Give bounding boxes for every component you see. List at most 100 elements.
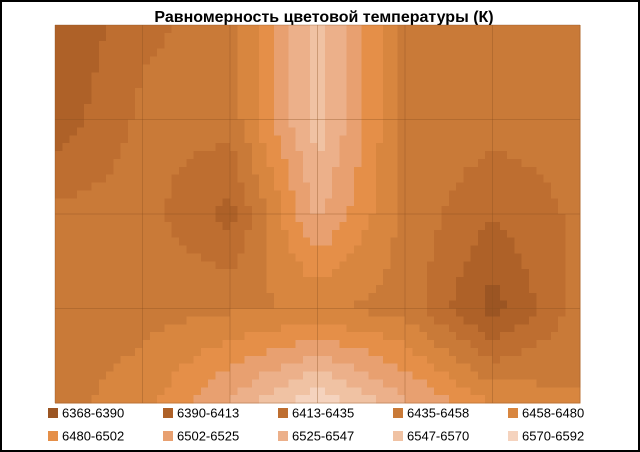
contour-cell (514, 174, 523, 184)
contour-cell (441, 387, 450, 396)
contour-cell (171, 284, 180, 294)
contour-cell (353, 292, 362, 302)
contour-cell (528, 40, 537, 50)
contour-cell (361, 166, 370, 176)
contour-cell (135, 300, 144, 310)
contour-cell (230, 371, 238, 380)
contour-cell (113, 379, 122, 388)
contour-cell (543, 48, 552, 58)
contour-cell (186, 40, 195, 50)
contour-cell (215, 182, 224, 191)
contour-cell (200, 284, 209, 294)
contour-cell (106, 72, 114, 81)
contour-cell (463, 56, 472, 65)
contour-cell (295, 347, 304, 357)
contour-cell (302, 324, 311, 333)
contour-cell (405, 221, 413, 231)
contour-cell (383, 198, 392, 207)
contour-cell (412, 48, 421, 58)
contour-cell (266, 32, 275, 42)
contour-cell (324, 166, 333, 176)
contour-cell (302, 158, 311, 168)
contour-cell (193, 221, 202, 231)
contour-cell (353, 316, 362, 325)
contour-cell (55, 190, 63, 199)
contour-cell (222, 261, 231, 270)
contour-cell (157, 379, 165, 388)
contour-cell (324, 56, 333, 65)
contour-cell (405, 103, 413, 113)
contour-cell (55, 48, 63, 58)
contour-cell (127, 277, 136, 286)
contour-cell (295, 316, 304, 325)
contour-cell (412, 229, 421, 239)
contour-cell (91, 253, 100, 262)
contour-cell (507, 387, 515, 396)
contour-cell (434, 316, 443, 325)
contour-cell (230, 332, 238, 341)
contour-cell (91, 347, 100, 357)
contour-cell (208, 143, 217, 152)
contour-cell (499, 158, 508, 168)
contour-cell (353, 277, 362, 286)
contour-cell (448, 166, 457, 176)
contour-cell (514, 221, 523, 231)
contour-cell (317, 387, 326, 396)
contour-cell (295, 32, 304, 42)
contour-cell (317, 64, 326, 73)
contour-cell (186, 284, 195, 294)
contour-cell (492, 88, 501, 97)
contour-cell (273, 166, 282, 176)
contour-cell (193, 316, 202, 325)
contour-cell (543, 229, 552, 239)
contour-cell (164, 214, 173, 223)
contour-cell (302, 316, 311, 325)
contour-cell (127, 56, 136, 65)
contour-cell (390, 158, 399, 168)
contour-cell (55, 277, 63, 286)
contour-cell (222, 143, 231, 152)
contour-cell (149, 253, 158, 262)
contour-cell (76, 103, 85, 113)
contour-cell (521, 32, 530, 42)
contour-cell (55, 103, 63, 113)
contour-cell (339, 32, 348, 42)
contour-cell (120, 214, 129, 223)
contour-cell (288, 135, 297, 144)
contour-cell (310, 103, 319, 113)
contour-cell (405, 88, 413, 97)
contour-cell (477, 347, 486, 357)
contour-cell (456, 182, 464, 191)
contour-cell (507, 237, 515, 247)
contour-cell (419, 127, 428, 136)
contour-cell (186, 198, 195, 207)
contour-cell (448, 269, 457, 278)
contour-cell (149, 158, 158, 168)
contour-cell (412, 151, 421, 160)
contour-cell (193, 253, 202, 262)
contour-cell (208, 206, 217, 215)
contour-cell (536, 292, 545, 302)
contour-cell (572, 198, 581, 207)
contour-cell (62, 332, 71, 341)
contour-cell (434, 32, 443, 42)
contour-cell (339, 324, 348, 333)
contour-cell (477, 269, 486, 278)
contour-cell (237, 95, 246, 105)
contour-cell (317, 261, 326, 270)
contour-cell (419, 103, 428, 113)
contour-cell (441, 111, 450, 121)
contour-cell (324, 88, 333, 97)
contour-cell (572, 95, 581, 105)
contour-cell (397, 229, 406, 239)
contour-cell (186, 166, 195, 176)
contour-cell (266, 379, 275, 388)
contour-cell (259, 198, 268, 207)
contour-cell (332, 340, 340, 349)
contour-cell (412, 143, 421, 152)
contour-cell (120, 198, 129, 207)
contour-cell (528, 214, 537, 223)
contour-cell (441, 332, 450, 341)
contour-cell (259, 206, 268, 215)
contour-cell (193, 284, 202, 294)
